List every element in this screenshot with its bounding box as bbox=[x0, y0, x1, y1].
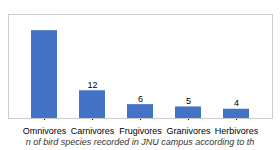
svg-text:Omnivores: Omnivores bbox=[23, 126, 67, 136]
svg-text:6: 6 bbox=[138, 94, 143, 104]
svg-text:Frugivores: Frugivores bbox=[119, 126, 162, 136]
html-text:n of bird species recorded in: n of bird species recorded in JNU campus… bbox=[25, 137, 255, 147]
svg-text:12: 12 bbox=[87, 80, 97, 90]
svg-text:Granivores: Granivores bbox=[166, 126, 211, 136]
svg-text:4: 4 bbox=[234, 98, 239, 108]
svg-text:5: 5 bbox=[186, 96, 191, 106]
svg-text:Herbivores: Herbivores bbox=[215, 126, 259, 136]
svg-text:Carnivores: Carnivores bbox=[71, 126, 115, 136]
